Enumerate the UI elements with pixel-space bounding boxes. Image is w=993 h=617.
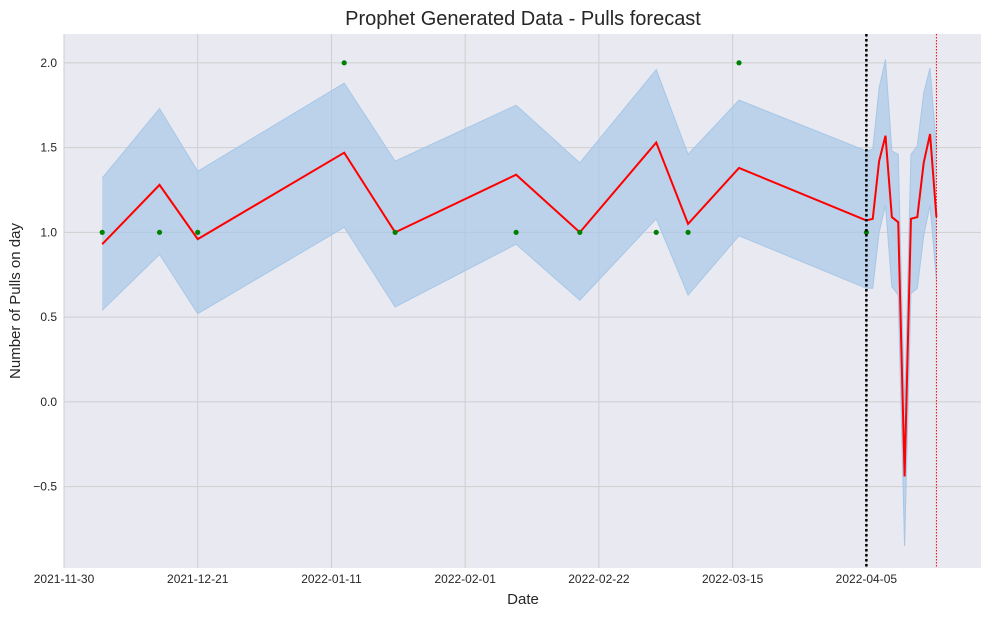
- band-lower-edge: [101, 205, 937, 546]
- x-tick-label: 2021-12-21: [167, 572, 229, 586]
- y-tick-label: 0.5: [40, 310, 57, 324]
- y-tick-label: −0.5: [33, 480, 57, 494]
- observed-point: [156, 229, 163, 235]
- x-tick-label: 2022-02-01: [434, 572, 496, 586]
- observed-points: [99, 60, 869, 235]
- x-axis-label: Date: [507, 591, 539, 608]
- observed-point: [513, 229, 519, 235]
- x-tick-label: 2022-03-15: [702, 572, 764, 586]
- observed-point: [736, 60, 742, 66]
- y-tick-label: 1.0: [40, 225, 57, 239]
- y-tick-label: 2.0: [40, 56, 57, 70]
- y-tick-label: 1.5: [40, 141, 57, 155]
- observed-point: [653, 229, 659, 235]
- y-tick-labels: −0.5 0.0 0.5 1.0 1.5 2.0: [33, 56, 57, 494]
- x-tick-label: 2022-04-05: [836, 572, 898, 586]
- observed-point: [99, 229, 105, 235]
- observed-point: [341, 60, 347, 66]
- x-tick-label: 2022-02-22: [568, 572, 630, 586]
- observed-point: [577, 229, 583, 235]
- observed-point: [863, 229, 869, 235]
- forecast-line: [101, 133, 938, 477]
- x-tick-label: 2022-01-11: [301, 572, 362, 586]
- x-tick-labels: 2021-11-30 2021-12-21 2022-01-11 2022-02-01…: [34, 572, 898, 586]
- chart-title: Prophet Generated Data - Pulls forecast: [345, 8, 701, 30]
- observed-point: [685, 229, 691, 235]
- observed-point: [195, 229, 201, 235]
- y-tick-label: 0.0: [40, 395, 57, 409]
- band-upper-edge: [101, 59, 937, 411]
- y-axis-label: Number of Pulls on day: [7, 223, 24, 379]
- band-edges: [101, 59, 937, 546]
- x-tick-label: 2021-11-30: [34, 572, 95, 586]
- observed-point: [392, 229, 398, 235]
